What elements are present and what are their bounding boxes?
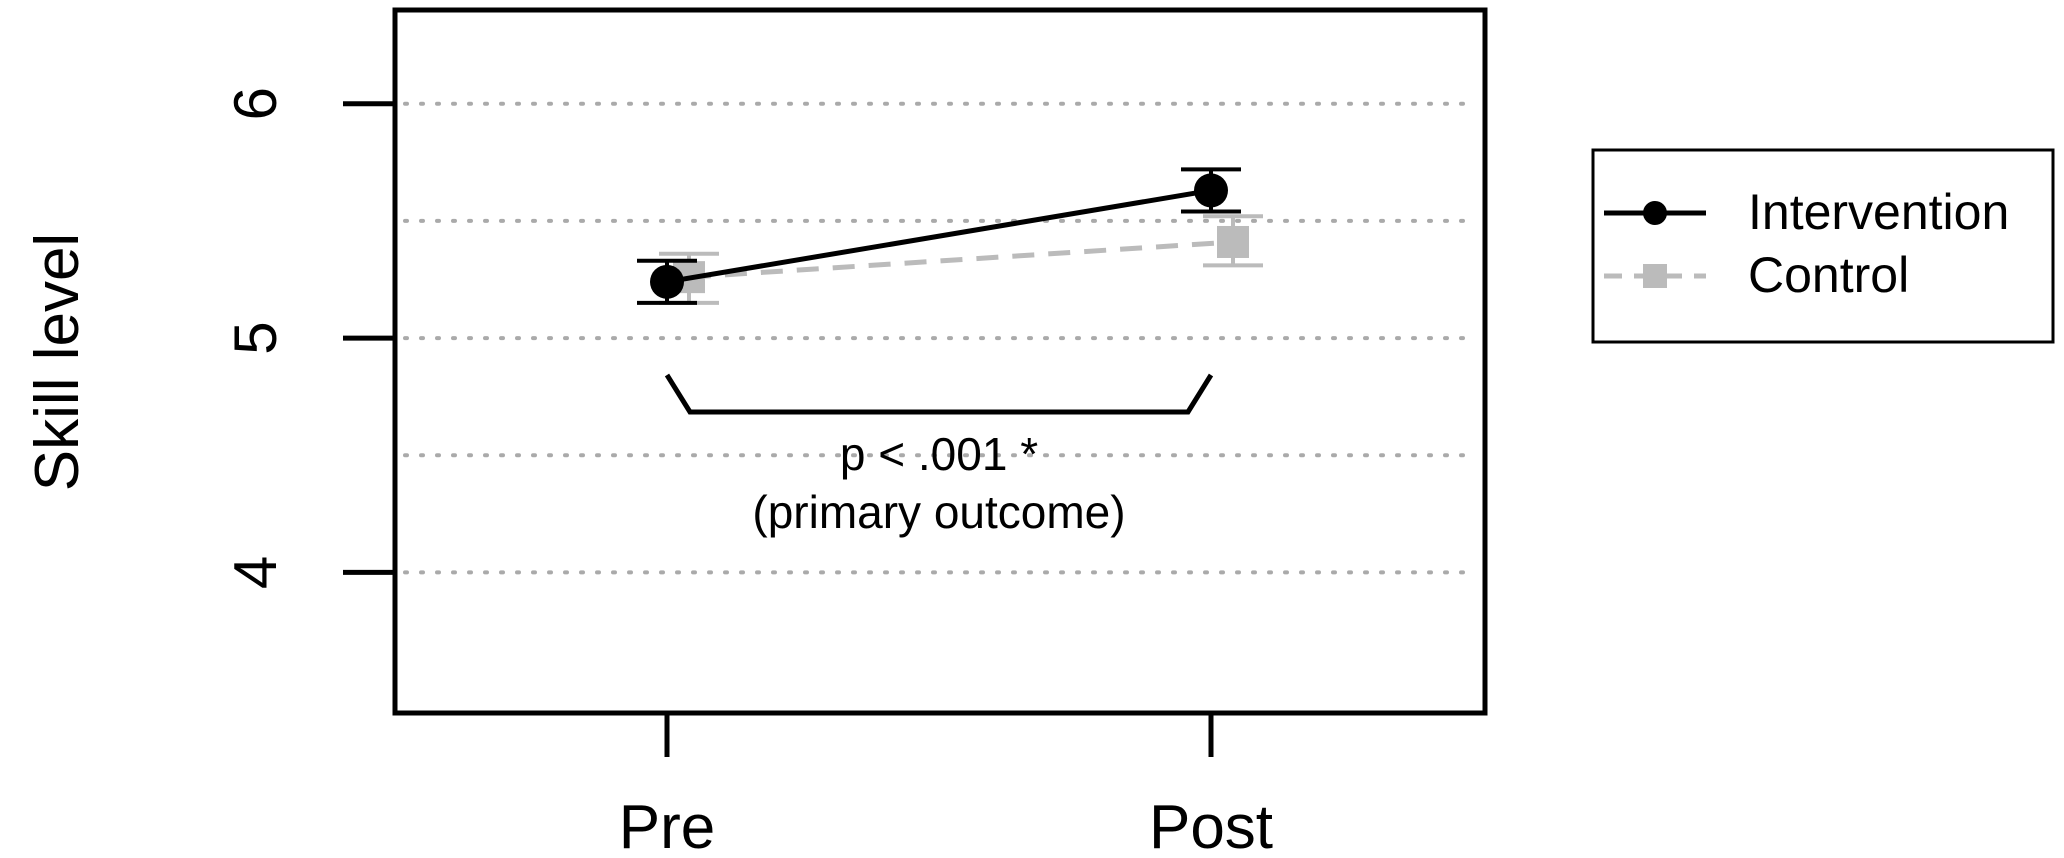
legend-marker: [1643, 264, 1667, 288]
axes: 4 5 6 Pre Post: [222, 87, 1273, 858]
gridlines: [403, 101, 1477, 575]
y-axis-label: Skill level: [23, 233, 92, 491]
series-line: [666, 187, 1212, 285]
legend-items: Intervention Control: [1604, 184, 2009, 303]
x-tick-label: Pre: [619, 793, 715, 858]
y-tick-label: 6: [222, 87, 289, 120]
annotation: p < .001 * (primary outcome): [664, 373, 1214, 538]
legend-marker: [1643, 201, 1667, 225]
legend: Intervention Control: [1591, 148, 2055, 344]
series-intervention: [637, 167, 1241, 305]
data-point: [1217, 225, 1249, 258]
annotation-line-2: (primary outcome): [752, 486, 1125, 538]
plot-frame: [392, 7, 1488, 716]
y-tick-label: 4: [222, 556, 289, 589]
y-tick-label: 5: [222, 321, 289, 354]
legend-item-control: Control: [1604, 247, 1909, 303]
series-line: [688, 239, 1234, 280]
legend-label: Control: [1748, 247, 1909, 303]
legend-box: [1591, 148, 2055, 344]
legend-item-intervention: Intervention: [1604, 184, 2009, 240]
series-layer: [637, 167, 1263, 305]
series-control: [659, 214, 1263, 305]
data-point: [650, 264, 684, 299]
x-tick-label: Post: [1149, 793, 1273, 858]
annotation-line-1: p < .001 *: [840, 428, 1038, 480]
significance-bracket: [664, 373, 1214, 415]
legend-label: Intervention: [1748, 184, 2009, 240]
data-point: [1194, 173, 1228, 208]
